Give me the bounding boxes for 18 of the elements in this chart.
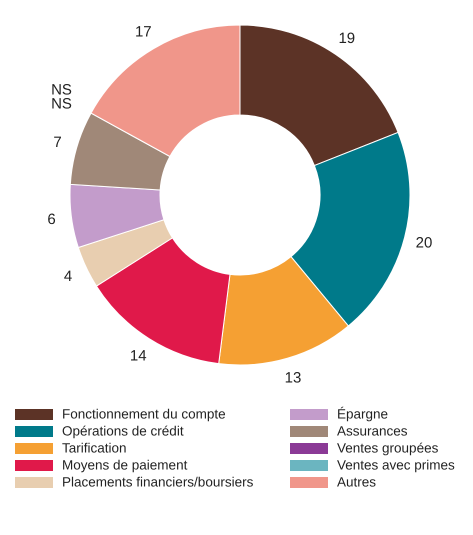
data-label: 7 [53,134,62,151]
legend-label: Ventes avec primes [337,458,456,472]
data-label: 17 [134,23,152,40]
data-label: 6 [47,210,56,228]
data-label: 19 [338,30,356,47]
data-label: 13 [284,369,302,386]
legend-label: Tarification [62,440,127,456]
data-label: 14 [130,347,147,364]
legend-label: Autres [337,474,376,490]
legend-label: Moyens de paiement [62,458,188,472]
legend-label: Opérations de crédit [62,424,184,438]
legend-label: Épargne [337,406,388,422]
legend-label: Ventes groupées [337,440,439,456]
data-label: 20 [416,234,432,252]
legend-label: Assurances [337,424,408,438]
legend-label: Placements financiers/boursiers [62,474,254,490]
data-label: 4 [64,268,72,285]
legend-label: Fonctionnement du compte [62,406,226,422]
